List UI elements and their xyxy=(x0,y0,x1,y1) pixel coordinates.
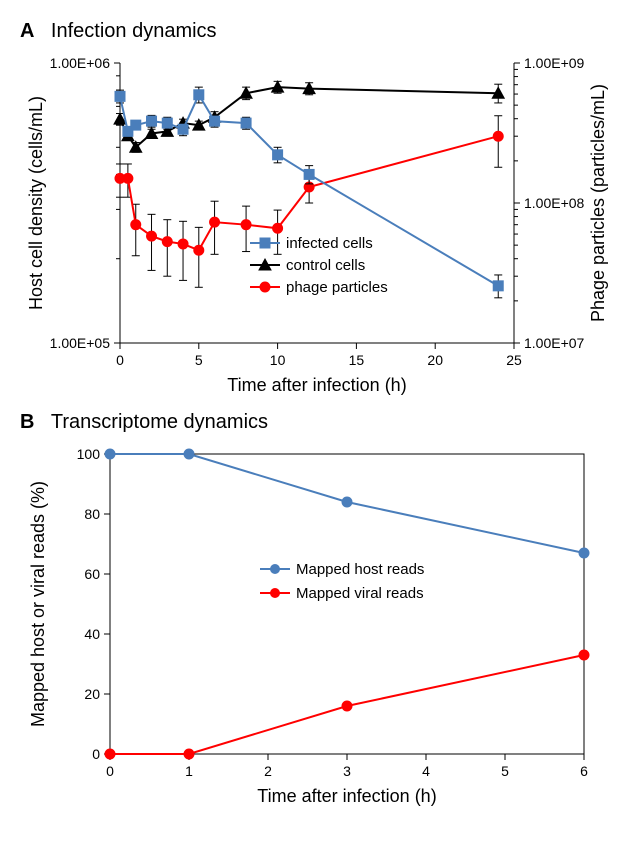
svg-text:1: 1 xyxy=(185,763,193,779)
svg-text:80: 80 xyxy=(84,506,100,522)
svg-text:1.00E+06: 1.00E+06 xyxy=(50,55,111,71)
panel-b-title: Transcriptome dynamics xyxy=(51,411,268,434)
svg-text:40: 40 xyxy=(84,626,100,642)
svg-text:4: 4 xyxy=(422,763,430,779)
svg-text:control cells: control cells xyxy=(286,257,365,274)
svg-text:15: 15 xyxy=(349,352,365,368)
svg-text:Phage particles (particles/mL): Phage particles (particles/mL) xyxy=(588,84,608,322)
svg-text:Mapped viral reads: Mapped viral reads xyxy=(296,585,424,602)
svg-text:0: 0 xyxy=(116,352,124,368)
svg-text:10: 10 xyxy=(270,352,286,368)
panel-a-title: Infection dynamics xyxy=(51,20,217,43)
panel-a-header: A Infection dynamics xyxy=(20,20,614,43)
panel-b-header: B Transcriptome dynamics xyxy=(20,411,614,434)
svg-text:Mapped host reads: Mapped host reads xyxy=(296,561,424,578)
svg-text:20: 20 xyxy=(84,686,100,702)
svg-text:5: 5 xyxy=(195,352,203,368)
svg-text:100: 100 xyxy=(77,446,101,462)
svg-text:2: 2 xyxy=(264,763,272,779)
svg-text:1.00E+08: 1.00E+08 xyxy=(524,195,585,211)
panel-b: B Transcriptome dynamics 012345602040608… xyxy=(20,411,614,814)
panel-b-label: B xyxy=(20,411,34,434)
svg-text:1.00E+09: 1.00E+09 xyxy=(524,55,585,71)
svg-text:25: 25 xyxy=(506,352,522,368)
svg-text:60: 60 xyxy=(84,566,100,582)
svg-text:Host cell density (cells/mL): Host cell density (cells/mL) xyxy=(26,96,46,310)
svg-text:1.00E+07: 1.00E+07 xyxy=(524,335,585,351)
panel-a-label: A xyxy=(20,20,34,43)
svg-text:Time after infection (h): Time after infection (h) xyxy=(227,375,406,395)
svg-text:1.00E+05: 1.00E+05 xyxy=(50,335,111,351)
panel-a: A Infection dynamics 0 5 10 15 20 25 1.00E+05 1… xyxy=(20,20,614,403)
chart-a: 0 5 10 15 20 25 1.00E+05 1.00E+06 1.00E+07 1.00E+… xyxy=(20,43,614,403)
svg-text:phage particles: phage particles xyxy=(286,279,388,296)
svg-text:5: 5 xyxy=(501,763,509,779)
figure: A Infection dynamics 05101520251.00E+051… xyxy=(20,20,614,814)
svg-text:infected cells: infected cells xyxy=(286,235,373,252)
svg-text:Time after infection (h): Time after infection (h) xyxy=(257,786,436,806)
svg-text:0: 0 xyxy=(92,746,100,762)
svg-text:20: 20 xyxy=(427,352,443,368)
svg-text:6: 6 xyxy=(580,763,588,779)
svg-text:0: 0 xyxy=(106,763,114,779)
svg-text:Mapped host or viral reads (%): Mapped host or viral reads (%) xyxy=(28,481,48,727)
svg-text:3: 3 xyxy=(343,763,351,779)
chart-b: 0123456020406080100Time after infection … xyxy=(20,434,614,814)
